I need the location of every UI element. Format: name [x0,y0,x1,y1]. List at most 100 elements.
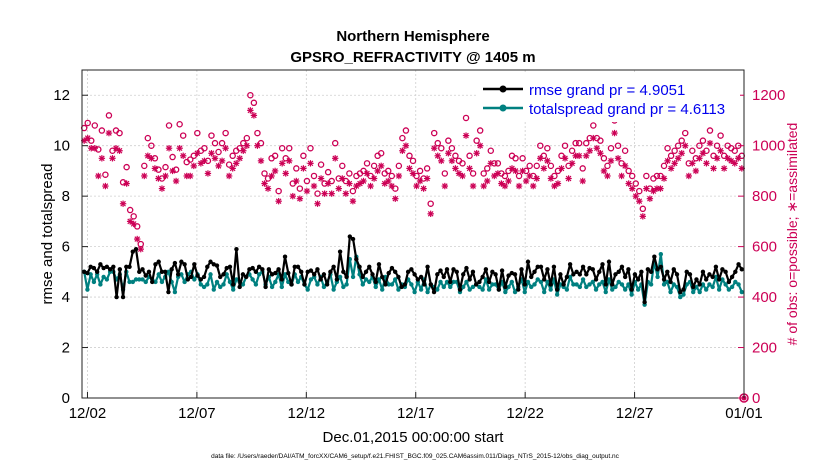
possible-obs-marker [664,144,671,152]
rmse-point [499,268,505,273]
possible-obs-marker [88,137,95,144]
possible-obs-marker [201,144,208,152]
rmse-point [493,272,498,277]
asterisk-stroke [480,183,487,189]
asterisk-stroke [548,175,554,182]
assimilated-obs-marker [332,155,339,162]
rmse-point [697,282,702,287]
left-tick-label: 0 [62,390,70,407]
assimilated-obs-marker [324,180,332,187]
rmse-point [107,267,113,272]
rmse-point [195,273,200,278]
asterisk-stroke [106,130,112,136]
possible-obs-marker [402,127,410,134]
possible-obs-marker [261,170,268,177]
totalspread-point [597,282,602,287]
assimilated-obs-marker [176,145,183,152]
possible-obs-marker [625,167,632,175]
asterisk-stroke [392,195,399,202]
rmse-point [470,269,476,275]
rmse-point [519,267,524,272]
rmse-point [648,269,654,275]
asterisk-stroke [346,180,353,187]
assimilated-obs-marker [356,180,364,187]
asterisk-stroke [159,185,165,192]
possible-obs-marker [604,162,611,170]
possible-obs-marker [660,162,668,170]
possible-obs-marker [515,172,523,180]
possible-obs-marker [636,187,643,195]
rmse-point [292,264,297,269]
rmse-point [405,269,411,275]
rmse-point [626,267,631,272]
right-tick-label: 1000 [752,138,785,155]
totalspread-point [221,282,226,287]
rmse-point [169,267,174,272]
asterisk-stroke [134,236,141,242]
possible-obs-marker [328,177,335,185]
rmse-point [454,269,459,275]
rmse-point [425,264,430,269]
legend-rmse-marker [499,85,507,93]
possible-obs-marker [346,170,353,177]
assimilated-obs-marker [593,145,601,152]
totalspread-point [483,277,489,282]
possible-obs-marker [674,142,682,149]
assimilated-obs-marker [420,185,427,192]
totalspread-point [409,282,414,287]
totalspread-point [425,289,430,295]
rmse-point [707,272,712,277]
rmse-point [558,272,563,277]
asterisk-stroke [410,170,416,177]
asterisk-stroke [463,132,469,139]
asterisk-stroke [222,145,229,152]
totalspread-point [590,279,595,285]
rmse-point [674,272,680,277]
rmse-point [98,262,103,267]
asterisk-stroke [141,173,148,179]
asterisk-stroke [710,165,717,172]
rmse-point [726,279,732,285]
asterisk-stroke [639,213,646,220]
asterisk-stroke [360,178,367,184]
totalspread-point [386,282,391,287]
asterisk-stroke [604,173,611,179]
totalspread-point [600,279,605,285]
left-axis: 0 2 4 6 8 10 12 [53,87,88,407]
totalspread-point [707,282,712,287]
totalspread-point [648,282,654,287]
totalspread-point [166,269,171,275]
asterisk-stroke [498,180,505,187]
assimilated-obs-marker [211,155,219,162]
possible-obs-marker [540,152,548,160]
assimilated-obs-marker [413,182,420,190]
rmse-point [516,287,521,292]
asterisk-stroke [328,190,335,197]
rmse-point [616,269,621,275]
possible-obs-marker [179,132,187,139]
asterisk-stroke [611,130,618,136]
x-tick-label: 12/27 [616,405,654,422]
asterisk-stroke [487,160,494,167]
assimilated-obs-marker [395,172,403,180]
asterisk-stroke [233,160,240,167]
possible-obs-marker [501,172,509,180]
totalspread-point [153,279,158,285]
possible-obs-marker [240,139,247,147]
rmse-point [438,268,443,273]
totalspread-point [389,282,395,287]
rmse-point [610,282,615,287]
assimilated-obs-marker [126,218,134,225]
possible-obs-marker [717,132,724,139]
rmse-point [350,236,356,242]
totalspread-point [626,282,631,287]
rmse-point [237,284,242,290]
asterisk-stroke [388,183,395,189]
rmse-spread-layer [81,234,745,307]
asterisk-stroke [466,165,473,172]
totalspread-point [130,279,135,285]
rmse-point [710,274,715,280]
totalspread-point [344,282,349,287]
rmse-point [409,267,414,272]
assimilated-obs-marker [268,172,275,180]
